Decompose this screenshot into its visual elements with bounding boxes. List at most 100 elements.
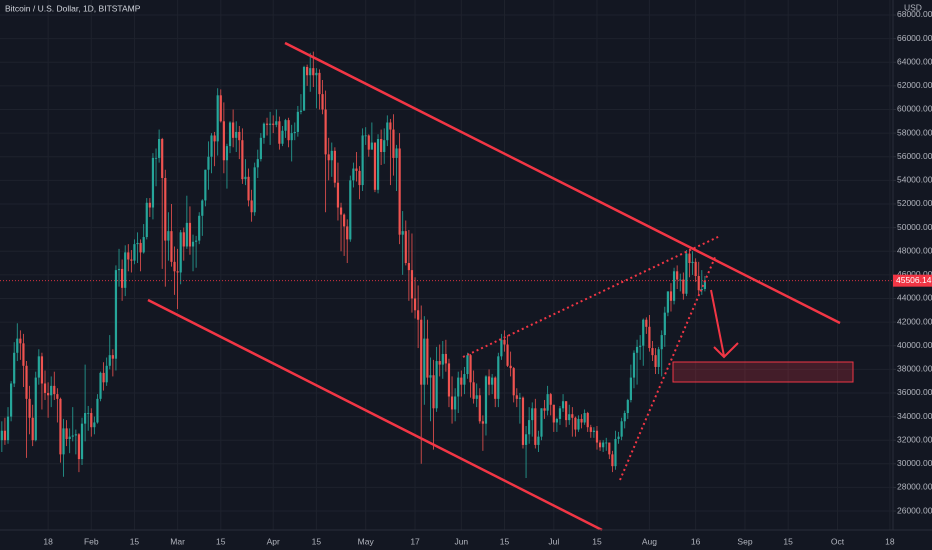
candle-body: [565, 401, 568, 421]
candle-body: [688, 253, 691, 264]
candle-body: [173, 261, 176, 272]
x-tick-label: 17: [410, 536, 420, 546]
candle-body: [500, 339, 503, 357]
candle-body: [210, 135, 213, 157]
candle-body: [3, 430, 7, 441]
candle-body: [358, 170, 361, 186]
x-tick-label: Jul: [548, 536, 559, 546]
candle-body: [284, 120, 287, 131]
candle-body: [201, 200, 204, 216]
candle-body: [441, 353, 444, 365]
candle-body: [392, 129, 395, 158]
candle-body: [639, 345, 642, 347]
candle-body: [99, 372, 102, 399]
candle-body: [364, 135, 367, 137]
candle-body: [373, 142, 377, 190]
candle-body: [509, 365, 512, 369]
candle-body: [241, 140, 244, 180]
candle-body: [346, 226, 349, 240]
y-tick-label: 46000.00: [897, 269, 932, 279]
candle-body: [487, 376, 491, 385]
candle-body: [238, 131, 241, 141]
candle-body: [84, 413, 87, 424]
candle-body: [694, 261, 697, 277]
candle-body: [244, 176, 247, 180]
candle-body: [626, 400, 629, 414]
arrow: [710, 289, 739, 359]
candle-body: [521, 397, 525, 445]
y-tick-label: 54000.00: [897, 175, 932, 185]
x-tick-label: Apr: [267, 536, 280, 546]
candle-body: [401, 231, 404, 235]
candle-body: [611, 454, 614, 467]
candle-body: [407, 263, 410, 271]
wedge-upper: [462, 235, 721, 358]
candle-body: [10, 383, 13, 417]
candle-body: [259, 137, 262, 160]
candle-body: [506, 344, 509, 366]
candle-body: [589, 427, 592, 432]
candle-body: [216, 95, 219, 142]
candle-body: [31, 417, 34, 441]
candle-body: [87, 413, 90, 414]
candle-body: [450, 396, 454, 410]
candle-body: [602, 442, 605, 448]
candle-body: [561, 401, 565, 409]
candle-body: [136, 242, 139, 245]
candle-body: [148, 202, 151, 208]
candle-body: [130, 259, 133, 261]
candle-body: [417, 310, 420, 320]
candle-body: [571, 414, 574, 418]
candle-body: [435, 361, 438, 409]
candle-body: [558, 408, 562, 419]
candle-body: [339, 207, 343, 215]
candle-body: [287, 120, 290, 141]
candle-body: [247, 176, 250, 201]
candle-body: [395, 148, 398, 158]
x-tick-label: Sep: [737, 536, 752, 546]
candle-body: [413, 298, 417, 311]
candle-body: [315, 72, 318, 76]
candle-body: [0, 430, 3, 441]
candle-body: [660, 335, 663, 350]
candle-body: [124, 252, 127, 288]
candle-body: [420, 319, 423, 385]
candle-body: [460, 377, 463, 385]
candle-body: [543, 408, 546, 411]
target-zone: [672, 361, 854, 383]
axes: 26000.00 28000.00 30000.00 32000.00 34000.00…: [0, 9, 932, 546]
candle-body: [53, 385, 56, 395]
candle-body: [515, 395, 518, 399]
candle-body: [333, 150, 336, 183]
candles: [0, 51, 707, 478]
candle-body: [167, 231, 170, 241]
x-tick-label: 15: [592, 536, 602, 546]
candle-body: [269, 123, 272, 125]
candle-body: [188, 222, 192, 247]
candle-body: [312, 68, 315, 76]
candle-body: [552, 404, 555, 423]
candle-body: [457, 377, 460, 397]
candle-body: [142, 237, 145, 253]
candle-body: [151, 157, 155, 208]
candle-body: [139, 242, 142, 253]
y-tick-label: 62000.00: [897, 80, 932, 90]
candle-body: [651, 348, 654, 356]
candle-body: [466, 355, 469, 375]
y-tick-label: 44000.00: [897, 293, 932, 303]
candle-body: [195, 240, 198, 242]
candle-body: [222, 121, 225, 161]
candle-body: [605, 442, 608, 444]
y-tick-label: 66000.00: [897, 33, 932, 43]
candle-body: [577, 418, 580, 430]
x-tick-label: Oct: [831, 536, 845, 546]
candle-body: [444, 353, 447, 364]
candle-body: [642, 319, 645, 346]
candle-body: [691, 261, 694, 264]
x-tick-label: Jun: [454, 536, 468, 546]
candle-body: [299, 110, 303, 112]
chart-title: Bitcoin / U.S. Dollar, 1D, BITSTAMP: [5, 3, 141, 13]
x-tick-label: 15: [216, 536, 226, 546]
candle-body: [6, 416, 10, 441]
candle-body: [121, 268, 124, 288]
